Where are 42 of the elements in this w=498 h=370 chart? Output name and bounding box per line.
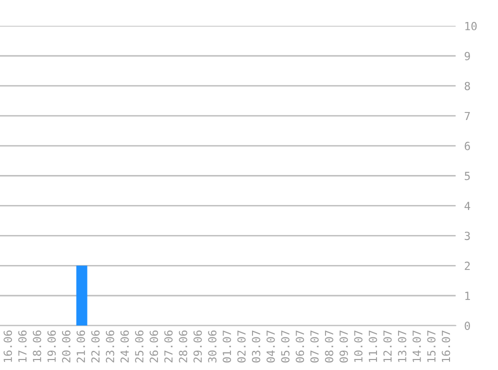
y-tick-label: 6: [464, 142, 470, 150]
x-tick-label: 13.07: [398, 330, 406, 362]
x-tick-label: 27.06: [164, 330, 173, 362]
x-tick-label: 24.06: [120, 330, 129, 362]
y-tick-label: 7: [464, 112, 470, 120]
x-tick-label: 01.07: [222, 330, 232, 362]
x-tick-label: 21.06: [76, 330, 86, 362]
x-tick-label: 29.06: [193, 330, 202, 362]
x-tick-label: 20.06: [62, 330, 70, 362]
x-tick-label: 04.07: [266, 330, 275, 362]
y-tick-label: 1: [465, 292, 470, 300]
y-tick-label: 4: [464, 202, 470, 210]
y-tick-label: 3: [464, 232, 470, 240]
x-tick-label: 06.07: [296, 330, 304, 362]
x-tick-label: 30.06: [208, 330, 216, 362]
x-tick-label: 25.06: [135, 330, 144, 362]
x-tick-label: 14.07: [412, 330, 421, 362]
y-tick-label: 5: [464, 172, 470, 180]
x-tick-label: 22.06: [91, 330, 100, 362]
x-tick-label: 16.06: [4, 330, 12, 362]
x-tick-label: 03.07: [252, 330, 260, 362]
x-tick-label: 16.07: [442, 330, 450, 362]
y-tick-label: 0: [464, 322, 470, 330]
x-tick-label: 10.07: [354, 330, 363, 362]
x-tick-label: 09.07: [340, 330, 348, 362]
x-tick-label: 17.06: [18, 330, 27, 362]
y-tick-label: 8: [464, 82, 470, 90]
x-tick-label: 18.06: [32, 330, 42, 362]
x-tick-label: 07.07: [310, 330, 319, 362]
y-tick-label: 10: [465, 22, 477, 30]
x-tick-label: 05.07: [281, 330, 290, 362]
x-tick-label: 12.07: [383, 330, 392, 362]
x-tick-label: 19.06: [47, 330, 56, 362]
x-tick-label: 23.06: [106, 330, 114, 362]
x-tick-label: 08.07: [324, 330, 334, 362]
x-tick-label: 11.07: [368, 330, 378, 362]
x-tick-label: 28.06: [178, 330, 188, 362]
y-tick-label: 9: [464, 52, 470, 60]
y-tick-label: 2: [464, 262, 470, 270]
x-tick-label: 26.06: [150, 330, 158, 362]
x-tick-label: 15.07: [427, 330, 436, 362]
x-tick-label: 02.07: [237, 330, 246, 362]
